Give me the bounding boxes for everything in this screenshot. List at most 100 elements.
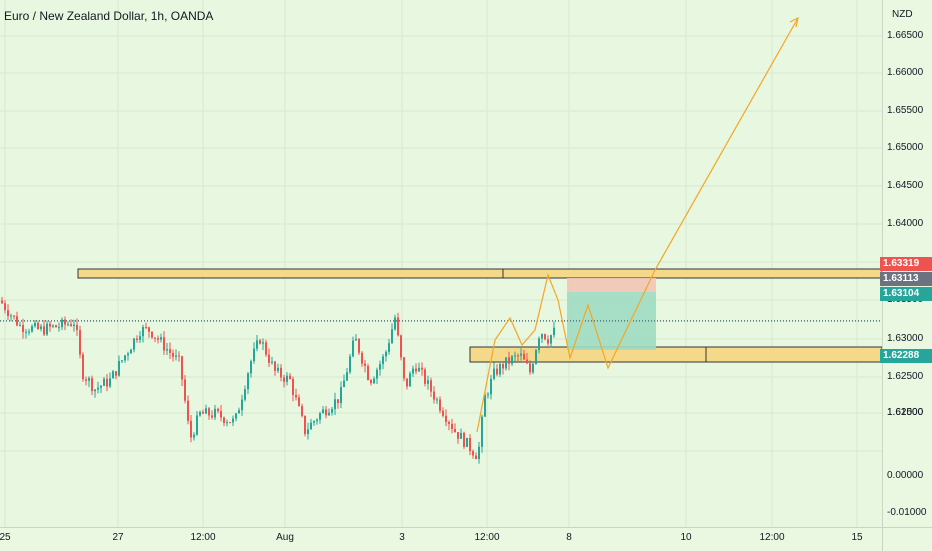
candle-body	[337, 399, 339, 404]
candle-body	[151, 331, 153, 338]
candle-body	[517, 355, 519, 357]
candle-body	[373, 378, 375, 384]
candle-body	[322, 409, 324, 414]
time-axis[interactable]	[0, 527, 882, 551]
candle-body	[400, 335, 402, 358]
candle-body	[394, 317, 396, 330]
candle-body	[424, 369, 426, 384]
candle-body	[67, 324, 69, 326]
candle-body	[535, 350, 537, 364]
candle-body	[523, 353, 525, 360]
candle-body	[22, 325, 24, 333]
candle-body	[241, 399, 243, 411]
candle-body	[247, 373, 249, 390]
candle-body	[46, 323, 48, 335]
candle-body	[229, 422, 231, 424]
candle-body	[13, 315, 15, 317]
candle-body	[88, 378, 90, 381]
candle-body	[514, 355, 516, 357]
price-chart[interactable]	[0, 0, 882, 527]
candle-body	[496, 368, 498, 375]
candle-body	[427, 380, 429, 384]
candle-body	[64, 319, 66, 325]
long-position-stop[interactable]	[567, 278, 656, 292]
candle-body	[313, 421, 315, 423]
candle-body	[109, 378, 111, 387]
candle-body	[277, 367, 279, 371]
time-tick-label: 12:00	[759, 532, 785, 543]
candle-body	[286, 375, 288, 382]
candle-body	[397, 317, 399, 336]
price-tag: 1.63113	[880, 272, 932, 286]
candle-body	[250, 361, 252, 374]
candle-body	[406, 378, 408, 387]
time-tick-label: 10	[680, 532, 692, 543]
price-tick-label: 1.66000	[887, 67, 924, 78]
candle-body	[478, 446, 480, 460]
candle-body	[148, 327, 150, 332]
candle-body	[208, 408, 210, 416]
candle-body	[298, 397, 300, 407]
candle-body	[379, 364, 381, 370]
candle-body	[256, 340, 258, 349]
candle-body	[442, 410, 444, 416]
candle-body	[214, 408, 216, 418]
candle-body	[58, 327, 60, 329]
candle-body	[103, 378, 105, 386]
candle-body	[76, 324, 78, 331]
candle-body	[127, 353, 129, 356]
candle-body	[121, 360, 123, 362]
support-resistance-zones[interactable]	[0, 268, 882, 363]
candle-body	[271, 361, 273, 363]
candle-body	[139, 336, 141, 340]
candle-body	[7, 310, 9, 316]
candle-body	[328, 412, 330, 416]
candle-body	[484, 395, 486, 417]
candle-body	[25, 331, 27, 333]
long-position-target[interactable]	[567, 292, 656, 350]
candle-body	[502, 364, 504, 369]
candle-body	[316, 419, 318, 422]
candle-body	[160, 337, 162, 340]
candle-body	[331, 409, 333, 413]
candle-body	[352, 340, 354, 357]
candle-body	[124, 355, 126, 361]
time-tick-label: 12:00	[190, 532, 216, 543]
candle-body	[166, 349, 168, 351]
candle-body	[115, 371, 117, 376]
candle-body	[70, 324, 72, 327]
price-tick-label: 1.62500	[887, 371, 924, 382]
candle-body	[412, 368, 414, 374]
candle-body	[490, 378, 492, 395]
candle-body	[163, 337, 165, 351]
candle-body	[232, 418, 234, 423]
candle-body	[1, 300, 3, 304]
support-zone[interactable]	[469, 346, 882, 363]
candle-body	[292, 379, 294, 395]
axis-corner	[882, 527, 932, 551]
candle-body	[238, 410, 240, 414]
candle-body	[205, 408, 207, 414]
candle-body	[73, 324, 75, 327]
price-tag: 1.63319	[880, 257, 932, 271]
resistance-zone[interactable]	[77, 268, 882, 279]
candle-body	[226, 422, 228, 424]
projection-drawings[interactable]	[476, 16, 799, 433]
candle-body	[334, 399, 336, 410]
candle-body	[472, 451, 474, 456]
projection-path[interactable]	[476, 17, 799, 433]
time-tick-label: 27	[112, 532, 124, 543]
candle-body	[457, 432, 459, 439]
price-tick-label: 1.64000	[887, 218, 924, 229]
candle-body	[310, 422, 312, 430]
candle-body	[49, 323, 51, 327]
currency-label: NZD	[892, 9, 913, 20]
time-tick-label: Aug	[276, 532, 294, 543]
candle-body	[118, 361, 120, 376]
candle-body	[475, 455, 477, 460]
candle-body	[211, 415, 213, 418]
candle-body	[217, 408, 219, 412]
candle-body	[346, 372, 348, 381]
candle-body	[178, 355, 180, 357]
candle-body	[145, 326, 147, 328]
